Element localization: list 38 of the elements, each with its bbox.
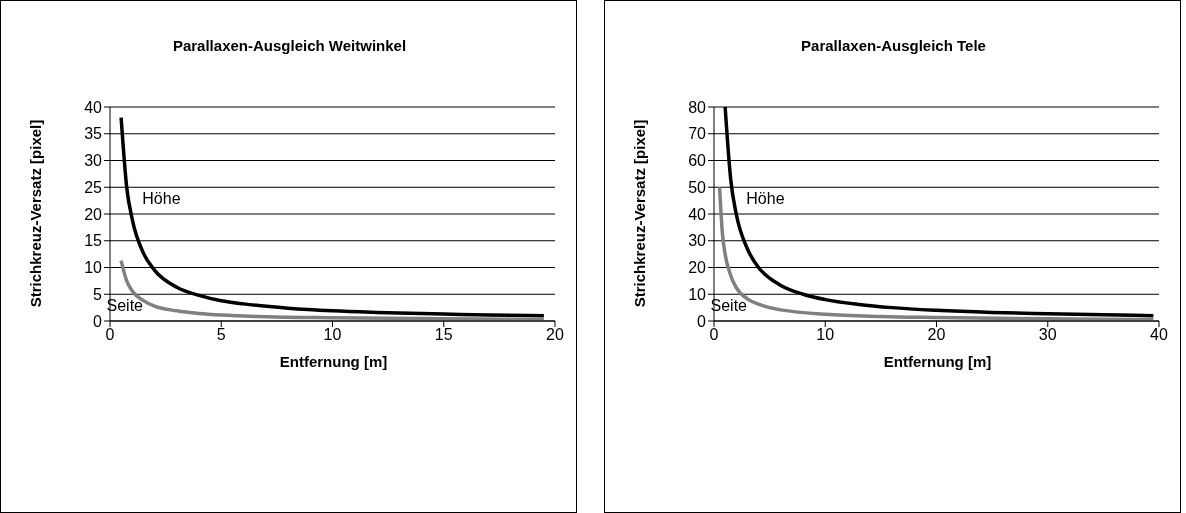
series-label: Seite	[106, 297, 143, 316]
y-tick-label: 35	[84, 125, 103, 143]
y-tick-label: 10	[688, 285, 707, 303]
x-tick-label: 5	[216, 326, 226, 344]
x-tick-label: 0	[105, 326, 115, 344]
x-tick-label: 10	[816, 326, 835, 344]
y-tick-label: 30	[84, 152, 103, 170]
x-tick-label: 10	[323, 326, 342, 344]
y-tick-label: 50	[688, 178, 707, 196]
y-tick-label: 60	[688, 152, 707, 170]
y-tick-label: 40	[84, 98, 103, 116]
y-tick-label: 30	[688, 232, 707, 250]
x-tick-label: 0	[709, 326, 719, 344]
y-tick-label: 0	[93, 312, 103, 330]
y-tick-label: 25	[84, 178, 103, 196]
x-tick-label: 20	[546, 326, 564, 344]
y-tick-label: 10	[84, 259, 103, 277]
x-tick-label: 30	[1038, 326, 1057, 344]
x-tick-label: 20	[927, 326, 946, 344]
chart-title: Parallaxen-Ausgleich Tele	[800, 37, 987, 54]
y-tick-label: 20	[84, 205, 103, 223]
y-axis-title: Strichkreuz-Versatz [pixel]	[26, 118, 44, 310]
x-axis-title: Entfernung [m]	[882, 353, 993, 370]
series-label: Höhe	[746, 190, 785, 209]
chart-title: Parallaxen-Ausgleich Weitwinkel	[171, 37, 408, 54]
y-tick-label: 20	[688, 259, 707, 277]
x-axis-title: Entfernung [m]	[278, 353, 389, 370]
y-tick-label: 5	[93, 285, 103, 303]
y-tick-label: 0	[697, 312, 707, 330]
x-tick-label: 15	[434, 326, 453, 344]
y-axis-title: Strichkreuz-Versatz [pixel]	[630, 118, 648, 310]
y-tick-label: 40	[688, 205, 707, 223]
y-tick-label: 15	[84, 232, 103, 250]
y-tick-label: 70	[688, 125, 707, 143]
series-label: Höhe	[142, 190, 181, 209]
y-tick-label: 80	[688, 98, 707, 116]
series-label: Seite	[710, 297, 747, 316]
x-tick-label: 40	[1150, 326, 1168, 344]
